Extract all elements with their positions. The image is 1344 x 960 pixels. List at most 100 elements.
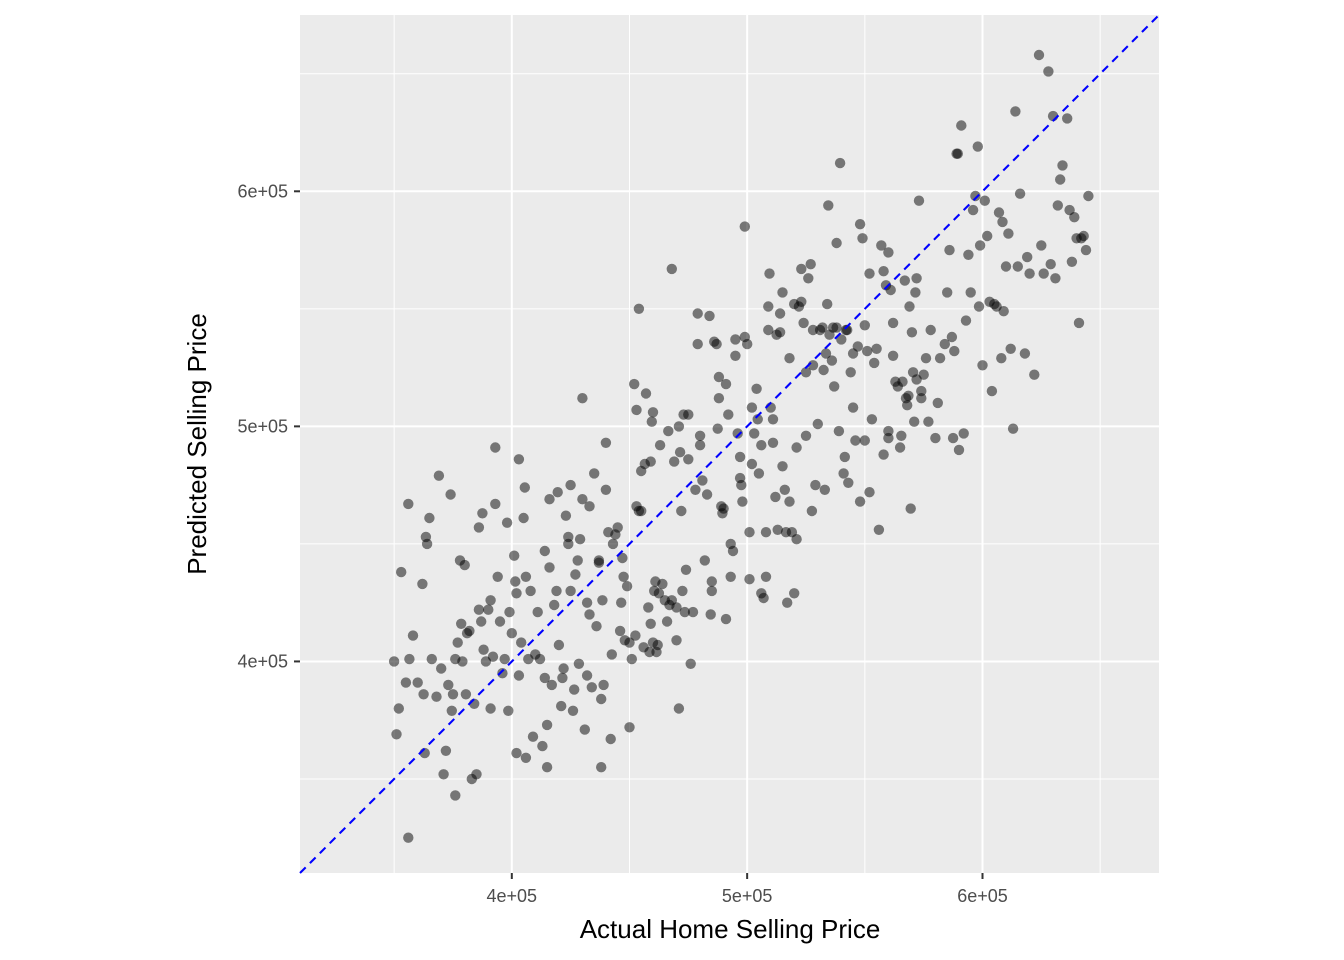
data-point (654, 440, 666, 451)
data-point (956, 120, 967, 131)
data-point (558, 663, 569, 674)
data-point (616, 597, 627, 608)
data-point (859, 320, 870, 331)
data-point (739, 221, 750, 232)
data-point (777, 461, 788, 472)
data-point (909, 416, 920, 427)
data-point (646, 416, 657, 427)
data-point (586, 682, 597, 693)
data-point (942, 287, 953, 298)
data-point (854, 496, 866, 507)
data-point (752, 414, 763, 425)
data-point (744, 527, 755, 538)
data-point (490, 498, 501, 510)
data-point (499, 653, 510, 665)
data-point (850, 435, 861, 446)
data-point (727, 545, 739, 557)
data-point (537, 740, 548, 752)
data-point (460, 689, 472, 700)
data-point (996, 353, 1007, 364)
data-point (1038, 268, 1049, 279)
data-point (1012, 261, 1023, 272)
data-point (758, 592, 769, 604)
data-point (712, 423, 723, 434)
data-point (412, 677, 423, 688)
data-point (589, 468, 600, 479)
data-point (713, 371, 725, 383)
data-point (737, 496, 748, 507)
data-point (680, 564, 692, 575)
data-point (1055, 174, 1066, 185)
data-point (818, 364, 829, 376)
data-point (683, 409, 694, 420)
x-tick-label: 6e+05 (957, 886, 1008, 906)
data-point (784, 353, 795, 364)
data-point (1078, 230, 1089, 242)
data-point (661, 616, 673, 627)
data-point (779, 484, 790, 495)
data-point (445, 489, 456, 500)
data-point (706, 585, 717, 597)
data-point (636, 505, 647, 517)
data-point (504, 606, 515, 618)
data-point (683, 454, 694, 465)
data-point (746, 402, 758, 413)
data-point (494, 616, 506, 627)
data-point (720, 378, 732, 390)
data-point (600, 437, 612, 448)
data-point (546, 679, 557, 691)
data-point (563, 531, 574, 543)
data-point (513, 670, 525, 681)
grid-minor (300, 15, 1159, 873)
data-point (593, 555, 605, 566)
data-point (833, 425, 845, 437)
data-point (903, 390, 914, 401)
data-point (694, 440, 706, 451)
data-point (910, 287, 921, 298)
data-point (692, 338, 703, 350)
data-point (692, 308, 703, 319)
data-point (574, 534, 586, 545)
data-point (946, 331, 958, 343)
data-point (464, 625, 475, 637)
data-point (753, 468, 765, 479)
data-point (894, 442, 906, 453)
data-point (418, 689, 429, 700)
data-point (1014, 188, 1026, 199)
data-point (885, 284, 896, 296)
data-point (1005, 343, 1016, 354)
data-point (896, 430, 907, 441)
data-point (774, 308, 786, 319)
data-point (1080, 244, 1092, 256)
data-point (565, 585, 576, 597)
data-point (913, 195, 925, 206)
data-point (1000, 261, 1012, 272)
data-point (718, 503, 729, 514)
data-point (838, 468, 849, 479)
data-point (443, 679, 454, 691)
data-point (796, 263, 807, 275)
data-point (511, 588, 522, 599)
data-point (544, 562, 555, 573)
data-point (939, 338, 950, 350)
data-point (970, 190, 981, 202)
data-point (767, 414, 779, 425)
data-point (918, 369, 929, 380)
data-point (997, 216, 1008, 228)
y-axis-title: Predicted Selling Price (182, 313, 212, 575)
data-point (789, 588, 800, 599)
y-tick-label: 5e+05 (237, 416, 288, 436)
data-point (831, 237, 842, 249)
data-point (440, 745, 452, 756)
data-point (742, 338, 753, 350)
data-point (812, 418, 823, 430)
data-point (723, 409, 734, 420)
data-point (518, 512, 529, 524)
data-point (1052, 200, 1064, 211)
data-point (878, 266, 889, 277)
data-point (570, 569, 581, 580)
data-point (982, 230, 993, 242)
data-point (857, 233, 868, 244)
data-point (674, 447, 686, 458)
data-point (687, 606, 699, 618)
